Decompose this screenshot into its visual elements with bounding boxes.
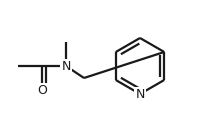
Text: N: N — [135, 87, 145, 100]
Text: N: N — [61, 59, 71, 72]
Text: O: O — [37, 83, 47, 96]
